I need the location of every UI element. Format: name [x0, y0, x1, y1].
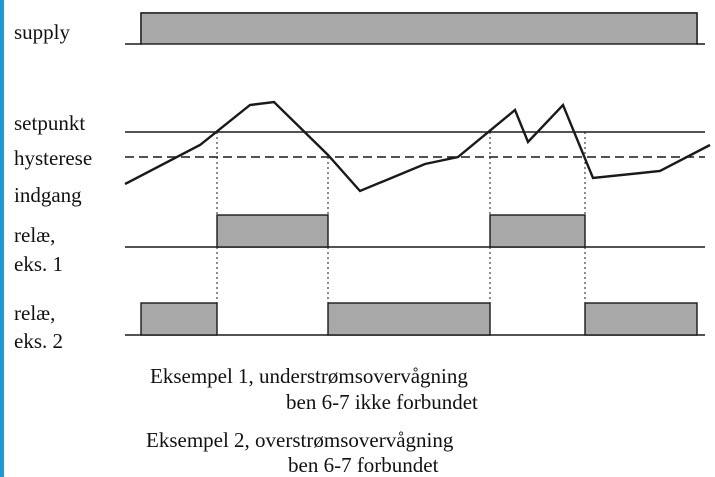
- relay2-pulse-1: [140, 302, 218, 336]
- caption-ex2-line2: ben 6-7 forbundet: [288, 453, 439, 477]
- accent-stripe: [0, 0, 4, 477]
- label-relay2-line1: relæ,: [14, 301, 56, 325]
- caption-ex2-line1: Eksempel 2, overstrømsovervågning: [146, 428, 454, 452]
- label-setpunkt: setpunkt: [14, 111, 86, 135]
- label-relay2-line2: eks. 2: [14, 329, 63, 353]
- supply-on-fill: [140, 12, 698, 45]
- label-relay1-line1: relæ,: [14, 223, 56, 247]
- relay1-pulse-2: [489, 214, 586, 248]
- relay2-pulse-2: [327, 302, 491, 336]
- label-indgang: indgang: [14, 183, 82, 207]
- label-hysterese: hysterese: [14, 146, 93, 170]
- caption-ex1-line1: Eksempel 1, understrømsovervågning: [150, 364, 468, 388]
- caption-ex1-line2: ben 6-7 ikke forbundet: [286, 390, 478, 414]
- relay1-pulse-1: [216, 214, 329, 248]
- relay2-pulse-3: [584, 302, 698, 336]
- label-relay1-line2: eks. 1: [14, 252, 63, 276]
- label-supply: supply: [14, 20, 71, 44]
- input-signal: [124, 100, 711, 193]
